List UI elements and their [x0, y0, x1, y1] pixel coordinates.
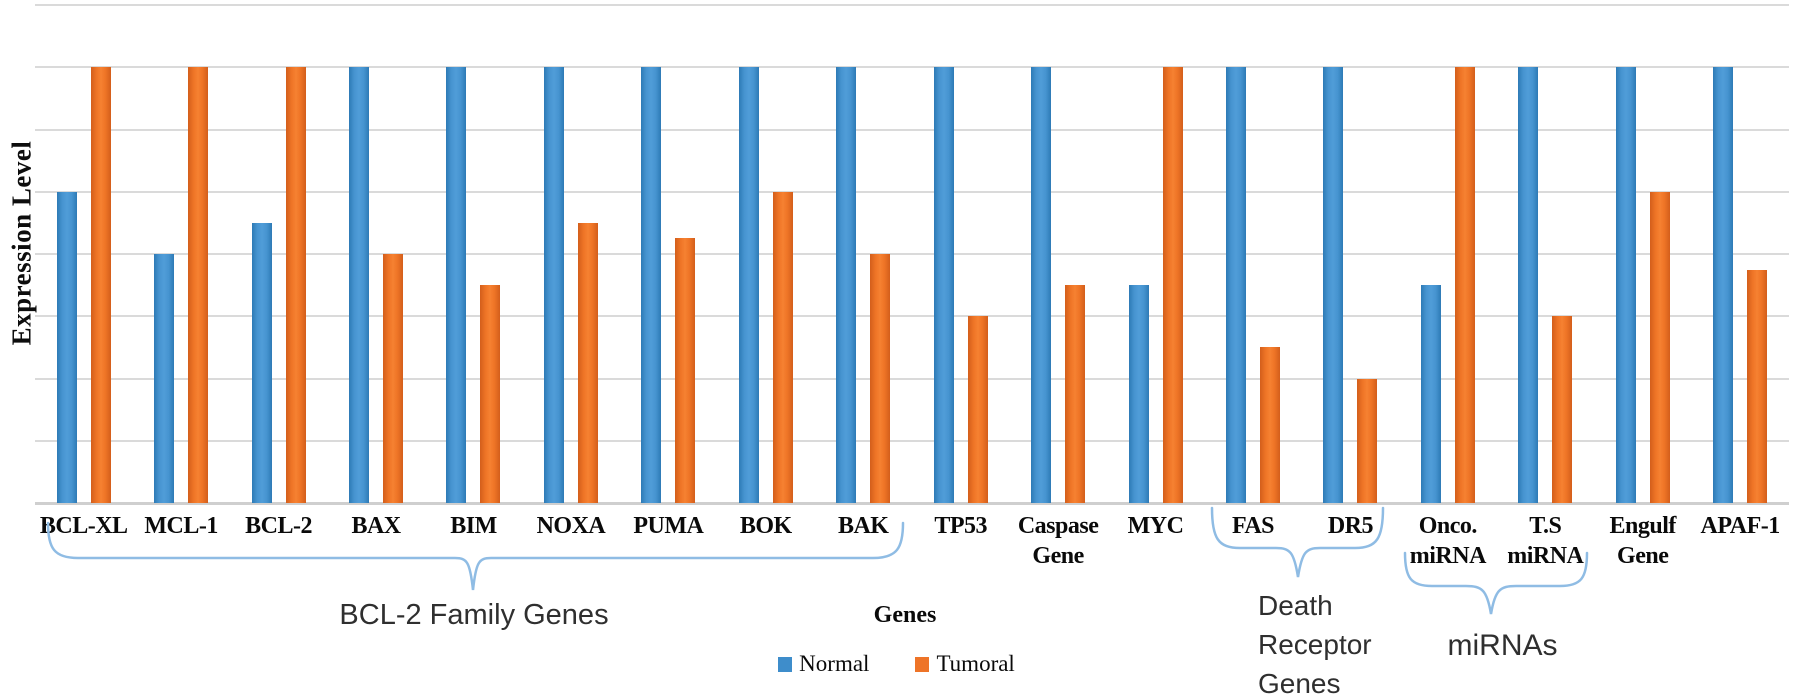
legend-swatch-normal-icon: [778, 656, 793, 672]
gridline: [35, 66, 1789, 69]
bar-tumoral-BOK: [772, 191, 793, 503]
bar-tumoral-BIM: [480, 285, 501, 503]
bar-normal-BCL-XL: [56, 191, 77, 503]
bar-normal-BOK: [738, 67, 759, 503]
bar-cluster-Engulf Gene: [1594, 5, 1691, 503]
bar-normal-PUMA: [641, 67, 662, 503]
bar-tumoral-FAS: [1259, 347, 1280, 503]
bar-tumoral-MYC: [1162, 67, 1183, 503]
bar-tumoral-MCL-1: [188, 67, 209, 503]
bar-normal-MYC: [1128, 285, 1149, 503]
group-label-mirnas: miRNAs: [1447, 629, 1558, 662]
bar-normal-BIM: [446, 67, 467, 503]
group-label-bcl2-family: BCL-2 Family Genes: [339, 599, 609, 631]
legend-item-normal: Normal: [778, 651, 869, 677]
x-label-APAF-1: APAF-1: [1700, 513, 1781, 539]
bar-normal-APAF-1: [1713, 67, 1734, 503]
x-label-TP53: TP53: [934, 513, 987, 539]
bar-tumoral-BAX: [383, 254, 404, 503]
y-axis-title: Expression Level: [6, 140, 37, 346]
x-label-DR5: DR5: [1327, 513, 1374, 539]
x-label-MYC: MYC: [1127, 513, 1184, 539]
legend-swatch-tumoral-icon: [915, 656, 930, 672]
gridline: [35, 502, 1789, 505]
x-label-Engulf Gene: Engulf Gene: [1609, 513, 1677, 569]
gridline: [35, 128, 1789, 131]
x-label-Onco. miRNA: Onco. miRNA: [1409, 513, 1487, 569]
bar-cluster-Caspase Gene: [1009, 5, 1106, 503]
bars-container: [35, 5, 1789, 503]
bar-normal-DR5: [1323, 67, 1344, 503]
bar-cluster-BCL-XL: [35, 5, 132, 503]
x-label-BCL-XL: BCL-XL: [39, 513, 128, 539]
bar-normal-BCL-2: [251, 222, 272, 503]
x-label-FAS: FAS: [1231, 513, 1275, 539]
x-label-PUMA: PUMA: [633, 513, 704, 539]
bar-cluster-BOK: [717, 5, 814, 503]
x-label-BAX: BAX: [351, 513, 401, 539]
x-label-BIM: BIM: [450, 513, 497, 539]
bar-cluster-APAF-1: [1691, 5, 1788, 503]
bar-tumoral-BAK: [870, 254, 891, 503]
gridline: [35, 439, 1789, 442]
bar-tumoral-TP53: [967, 316, 988, 503]
gridline: [35, 315, 1789, 318]
x-label-MCL-1: MCL-1: [144, 513, 218, 539]
bar-tumoral-BCL-2: [285, 67, 306, 503]
legend-item-tumoral: Tumoral: [915, 651, 1015, 677]
bar-tumoral-DR5: [1357, 378, 1378, 503]
x-axis-labels: BCL-XL MCL-1 BCL-2 BAX BIM NOXA PUMA BOK BAK TP53…: [35, 511, 1789, 571]
bar-cluster-MYC: [1107, 5, 1204, 503]
bar-cluster-BIM: [425, 5, 522, 503]
bar-cluster-BAK: [815, 5, 912, 503]
bar-cluster-NOXA: [522, 5, 619, 503]
bar-tumoral-Onco. miRNA: [1454, 67, 1475, 503]
x-label-BOK: BOK: [739, 513, 792, 539]
bar-normal-T.S miRNA: [1518, 67, 1539, 503]
x-label-Caspase Gene: Caspase Gene: [1017, 513, 1099, 569]
bar-normal-Onco. miRNA: [1420, 285, 1441, 503]
legend-label-normal: Normal: [799, 651, 870, 676]
bar-cluster-BCL-2: [230, 5, 327, 503]
bar-normal-Caspase Gene: [1031, 67, 1052, 503]
bar-cluster-DR5: [1302, 5, 1399, 503]
bar-normal-FAS: [1225, 67, 1246, 503]
bar-cluster-Onco. miRNA: [1399, 5, 1496, 503]
bar-cluster-TP53: [912, 5, 1009, 503]
x-label-BCL-2: BCL-2: [245, 513, 313, 539]
bar-normal-Engulf Gene: [1615, 67, 1636, 503]
bar-normal-NOXA: [543, 67, 564, 503]
gridline: [35, 377, 1789, 380]
x-label-NOXA: NOXA: [536, 513, 606, 539]
legend-label-tumoral: Tumoral: [936, 651, 1015, 676]
bar-tumoral-BCL-XL: [90, 67, 111, 503]
x-label-BAK: BAK: [837, 513, 889, 539]
group-label-death-receptor: Death Receptor Genes: [1258, 590, 1372, 698]
x-label-T.S miRNA: T.S miRNA: [1507, 513, 1584, 569]
group-label-genes: Genes: [873, 602, 937, 628]
bar-tumoral-Engulf Gene: [1649, 191, 1670, 503]
legend: Normal Tumoral: [0, 651, 1793, 677]
plot-area: [35, 4, 1789, 505]
bar-tumoral-APAF-1: [1747, 269, 1768, 503]
bar-cluster-T.S miRNA: [1497, 5, 1594, 503]
bar-cluster-FAS: [1204, 5, 1301, 503]
bar-tumoral-PUMA: [675, 238, 696, 503]
bar-cluster-MCL-1: [132, 5, 229, 503]
gridline: [35, 253, 1789, 255]
bar-normal-MCL-1: [154, 254, 175, 503]
bar-tumoral-Caspase Gene: [1065, 285, 1086, 503]
gridline: [35, 4, 1789, 6]
bar-tumoral-T.S miRNA: [1552, 316, 1573, 503]
bar-cluster-PUMA: [620, 5, 717, 503]
gridline: [35, 190, 1789, 193]
bar-cluster-BAX: [327, 5, 424, 503]
bar-normal-BAK: [836, 67, 857, 503]
bar-normal-BAX: [349, 67, 370, 503]
bar-normal-TP53: [933, 67, 954, 503]
bar-tumoral-NOXA: [577, 222, 598, 503]
